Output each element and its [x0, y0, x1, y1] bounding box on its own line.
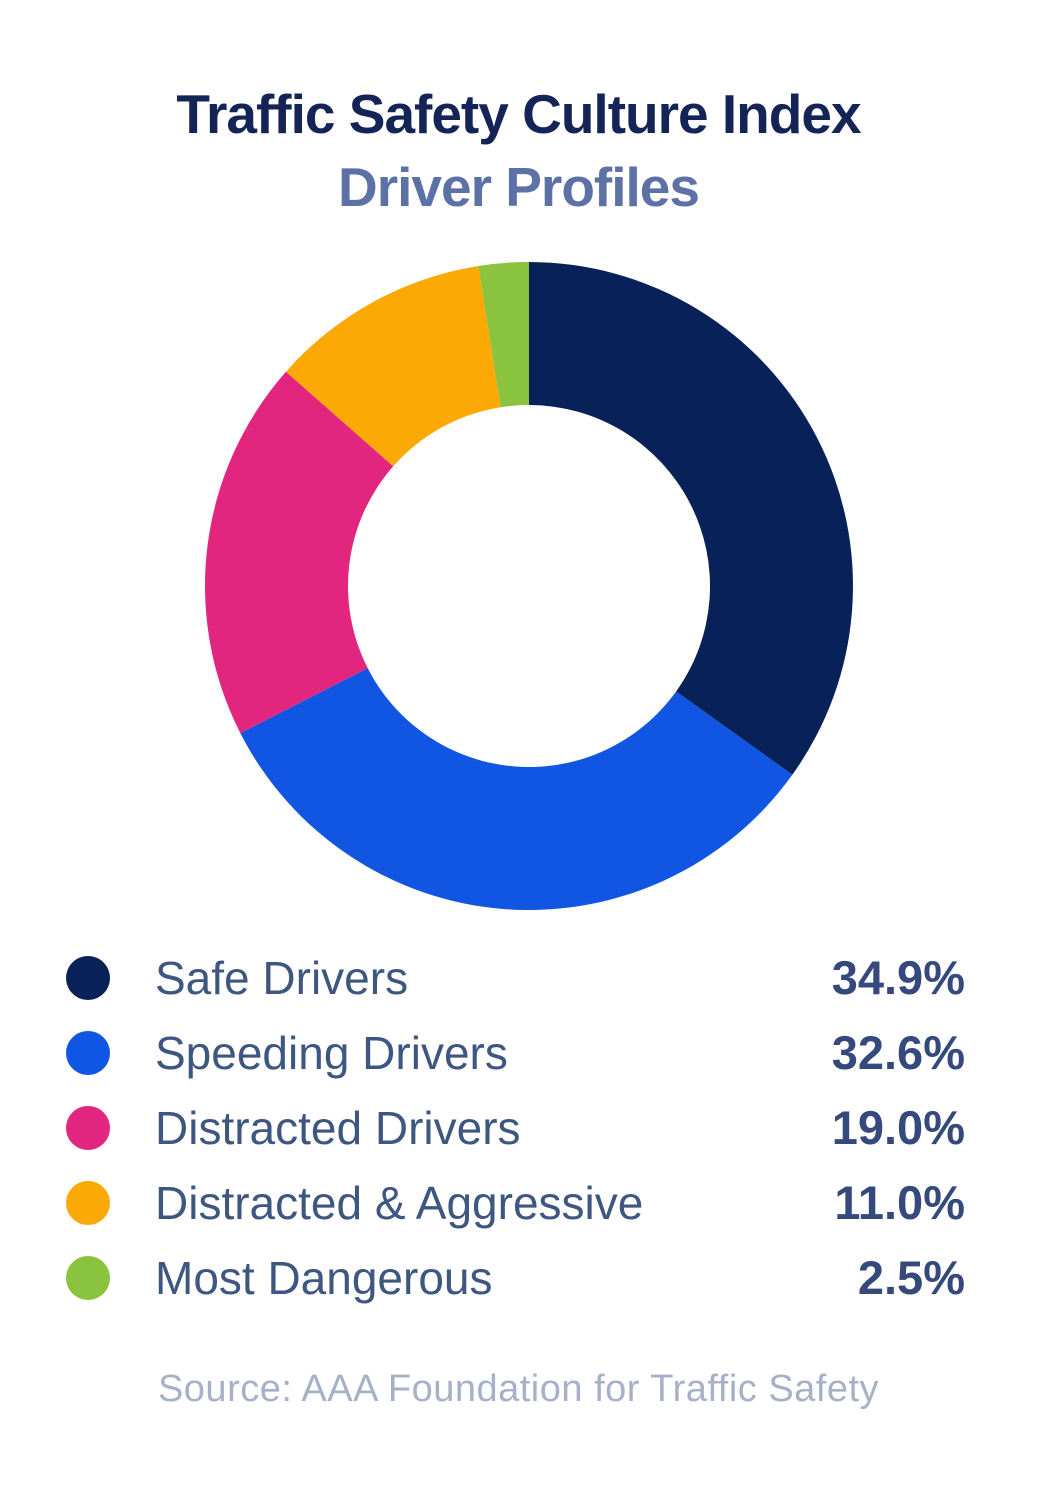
legend-item-safe-drivers: Safe Drivers 34.9% — [66, 940, 965, 1015]
legend-swatch-distracted-aggressive-icon — [66, 1180, 110, 1225]
legend-value: 2.5% — [857, 1251, 965, 1304]
legend-label: Distracted Drivers — [155, 1101, 521, 1154]
page-subtitle: Driver Profiles — [337, 156, 700, 218]
legend-item-distracted-aggressive: Distracted & Aggressive 11.0% — [66, 1165, 965, 1240]
legend-label: Distracted & Aggressive — [155, 1176, 644, 1229]
legend-swatch-most-dangerous-icon — [66, 1255, 110, 1300]
legend-value: 32.6% — [831, 1026, 965, 1079]
donut-slice-most-dangerous — [478, 262, 529, 408]
donut-chart — [204, 262, 853, 910]
donut-slice-speeding-drivers — [240, 668, 793, 910]
legend-value: 11.0% — [834, 1176, 965, 1229]
legend-label: Most Dangerous — [155, 1251, 493, 1304]
legend-value: 34.9% — [831, 951, 965, 1004]
legend-item-speeding-drivers: Speeding Drivers 32.6% — [66, 1015, 965, 1090]
legend-swatch-distracted-drivers-icon — [66, 1105, 110, 1150]
legend-label: Safe Drivers — [155, 951, 409, 1004]
legend-label: Speeding Drivers — [155, 1026, 508, 1079]
page-title: Traffic Safety Culture Index — [176, 83, 861, 145]
donut-slice-distracted-aggressive — [285, 265, 501, 467]
donut-slice-distracted-drivers — [204, 371, 394, 734]
source-attribution: Source: AAA Foundation for Traffic Safet… — [157, 1368, 880, 1410]
legend-item-most-dangerous: Most Dangerous 2.5% — [66, 1240, 965, 1315]
legend-swatch-speeding-drivers-icon — [66, 1030, 110, 1075]
legend: Safe Drivers 34.9% Speeding Drivers 32.6… — [66, 940, 965, 1315]
legend-value: 19.0% — [831, 1101, 965, 1154]
legend-item-distracted-drivers: Distracted Drivers 19.0% — [66, 1090, 965, 1165]
donut-slice-safe-drivers — [529, 262, 853, 775]
legend-swatch-safe-drivers-icon — [66, 955, 110, 1000]
